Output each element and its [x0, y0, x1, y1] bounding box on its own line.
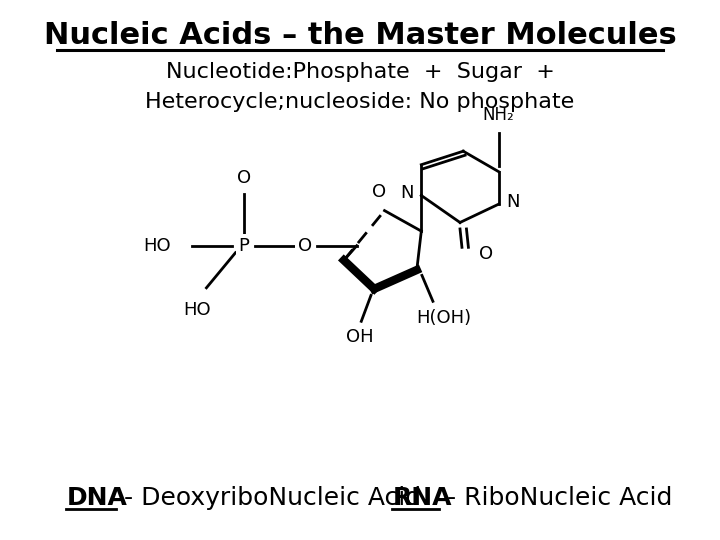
Text: O: O: [237, 170, 251, 187]
Text: P: P: [238, 237, 249, 255]
Text: Heterocycle;nucleoside: No phosphate: Heterocycle;nucleoside: No phosphate: [145, 92, 575, 112]
Text: RNA: RNA: [392, 486, 451, 510]
Text: HO: HO: [184, 301, 211, 319]
Text: N: N: [400, 184, 413, 202]
Text: Nucleotide:Phosphate  +  Sugar  +: Nucleotide:Phosphate + Sugar +: [166, 62, 554, 82]
Text: DNA: DNA: [66, 486, 127, 510]
Text: NH₂: NH₂: [483, 106, 515, 124]
Text: HO: HO: [143, 237, 171, 255]
Text: Nucleic Acids – the Master Molecules: Nucleic Acids – the Master Molecules: [44, 21, 676, 50]
Text: N: N: [506, 193, 520, 211]
Text: - DeoxyriboNucleic Acid: - DeoxyriboNucleic Acid: [116, 486, 421, 510]
Text: O: O: [298, 237, 312, 255]
Text: H(OH): H(OH): [416, 309, 472, 327]
Text: O: O: [372, 183, 387, 201]
Text: O: O: [479, 245, 493, 263]
Text: - RiboNucleic Acid: - RiboNucleic Acid: [438, 486, 672, 510]
Text: OH: OH: [346, 328, 374, 346]
